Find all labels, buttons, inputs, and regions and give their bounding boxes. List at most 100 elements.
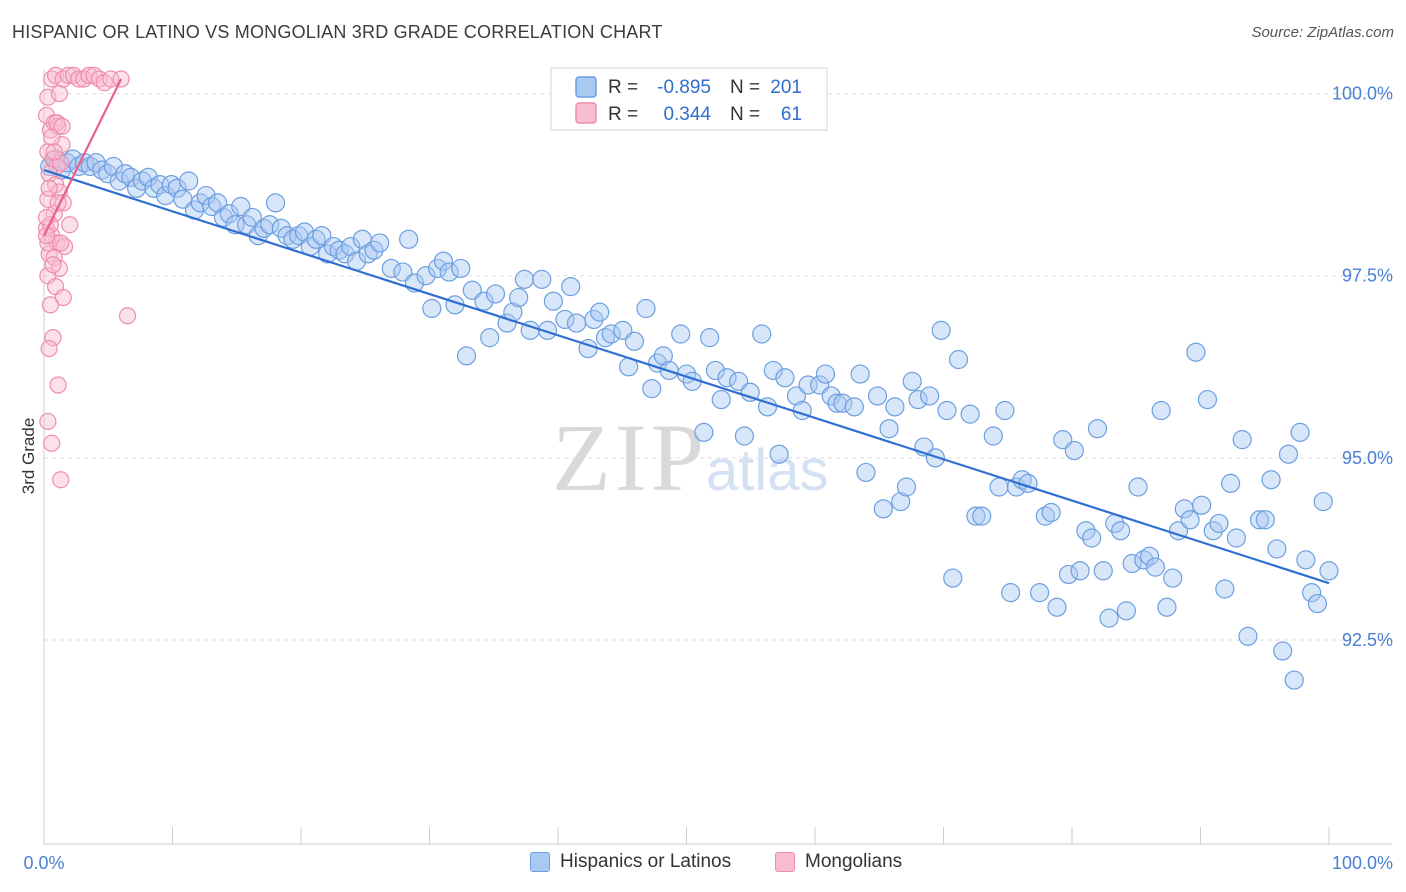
point-hispanics — [451, 258, 471, 279]
point-mongolians — [44, 256, 62, 274]
point-hispanics — [1307, 593, 1328, 614]
point-hispanics — [456, 346, 477, 366]
point-hispanics — [1163, 568, 1183, 588]
point-hispanics — [1145, 557, 1165, 577]
point-hispanics — [1111, 521, 1131, 541]
point-hispanics — [995, 400, 1015, 421]
point-hispanics — [121, 167, 141, 187]
trend-lines — [43, 78, 1330, 585]
point-hispanics — [566, 313, 587, 333]
point-mongolians — [45, 248, 63, 267]
point-hispanics — [769, 444, 789, 464]
trend-line-mongolians — [43, 78, 123, 237]
point-mongolians — [45, 143, 63, 161]
point-hispanics — [879, 419, 899, 439]
stats-swatch-blue — [575, 76, 597, 98]
point-hispanics — [555, 309, 575, 330]
point-hispanics — [763, 360, 783, 381]
y-tick-label: 100.0% — [1332, 84, 1393, 104]
stats-r-value-2: 0.344 — [663, 104, 711, 125]
point-hispanics — [1001, 583, 1021, 603]
y-tick-label: 92.5% — [1342, 630, 1393, 650]
point-mongolians — [49, 376, 67, 394]
watermark: ZIP atlas — [552, 404, 829, 511]
point-hispanics — [167, 178, 187, 198]
point-hispanics — [908, 389, 928, 410]
stats-r-label-2: R = — [608, 104, 638, 125]
point-hispanics — [1186, 342, 1206, 362]
point-hispanics — [653, 346, 673, 366]
legend-item-mongolians[interactable]: Mongolians — [775, 851, 902, 873]
point-hispanics — [775, 368, 795, 388]
point-hispanics — [966, 506, 986, 526]
point-mongolians — [40, 179, 58, 197]
point-hispanics — [711, 389, 731, 410]
stats-r-label-1: R = — [608, 77, 638, 98]
point-hispanics — [265, 193, 286, 213]
point-mongolians — [39, 234, 57, 252]
point-hispanics — [1302, 583, 1322, 603]
legend-label-mongolians: Mongolians — [805, 851, 903, 872]
point-hispanics — [1082, 528, 1102, 548]
point-hispanics — [1220, 473, 1241, 493]
point-hispanics — [1041, 502, 1061, 523]
point-hispanics — [537, 320, 558, 340]
legend-label-hispanics: Hispanics or Latinos — [560, 851, 732, 872]
point-hispanics — [1215, 579, 1235, 599]
point-mongolians — [37, 227, 56, 245]
point-hispanics — [601, 324, 621, 344]
point-hispanics — [1197, 389, 1218, 410]
point-hispanics — [422, 298, 442, 319]
stats-swatch-pink — [575, 102, 597, 124]
point-hispanics — [705, 360, 726, 381]
bottom-legend: Hispanics or Latinos Mongolians — [0, 851, 1406, 877]
point-hispanics — [514, 269, 535, 289]
stats-n-value-2: 61 — [781, 104, 802, 125]
point-hispanics — [1093, 561, 1113, 581]
point-hispanics — [925, 448, 945, 468]
point-hispanics — [485, 284, 506, 304]
point-hispanics — [439, 262, 459, 282]
point-hispanics — [1319, 561, 1339, 581]
point-mongolians — [61, 216, 79, 234]
watermark-atlas: atlas — [706, 438, 829, 503]
x-tick-label-max: 100.0% — [1332, 853, 1393, 873]
point-hispanics — [856, 462, 876, 483]
point-hispanics — [254, 218, 274, 238]
y-tick-labels: 92.5% 95.0% 97.5% 100.0% — [1332, 84, 1393, 650]
grid-lines — [44, 93, 1392, 641]
point-hispanics — [341, 236, 361, 257]
point-hispanics — [532, 269, 552, 289]
point-hispanics — [1064, 440, 1084, 461]
point-mongolians — [50, 84, 69, 103]
point-mongolians — [39, 412, 57, 431]
point-hispanics — [815, 364, 836, 384]
legend-item-hispanics[interactable]: Hispanics or Latinos — [530, 851, 731, 873]
stats-n-value-1: 201 — [770, 77, 802, 98]
stats-n-label-1: N = — [730, 77, 760, 98]
point-hispanics — [433, 251, 453, 271]
point-hispanics — [850, 364, 870, 384]
point-mongolians — [52, 154, 70, 172]
point-hispanics — [1058, 564, 1079, 585]
point-hispanics — [624, 331, 645, 351]
point-hispanics — [1232, 430, 1252, 450]
point-hispanics — [1209, 513, 1229, 534]
point-hispanics — [873, 499, 893, 519]
point-hispanics — [590, 302, 610, 322]
point-hispanics — [1070, 561, 1090, 581]
stats-n-label-2: N = — [730, 104, 760, 125]
point-hispanics — [1128, 477, 1148, 497]
point-hispanics — [399, 229, 419, 249]
point-hispanics — [902, 371, 922, 391]
point-hispanics — [213, 207, 234, 228]
point-hispanics — [983, 426, 1003, 446]
point-hispanics — [1029, 583, 1050, 603]
point-mongolians — [53, 117, 71, 135]
point-hispanics — [1278, 444, 1299, 464]
point-hispanics — [260, 215, 280, 235]
y-tick-label: 97.5% — [1342, 266, 1393, 286]
point-hispanics — [1122, 553, 1142, 574]
point-mongolians — [40, 339, 58, 358]
point-hispanics — [943, 568, 963, 588]
